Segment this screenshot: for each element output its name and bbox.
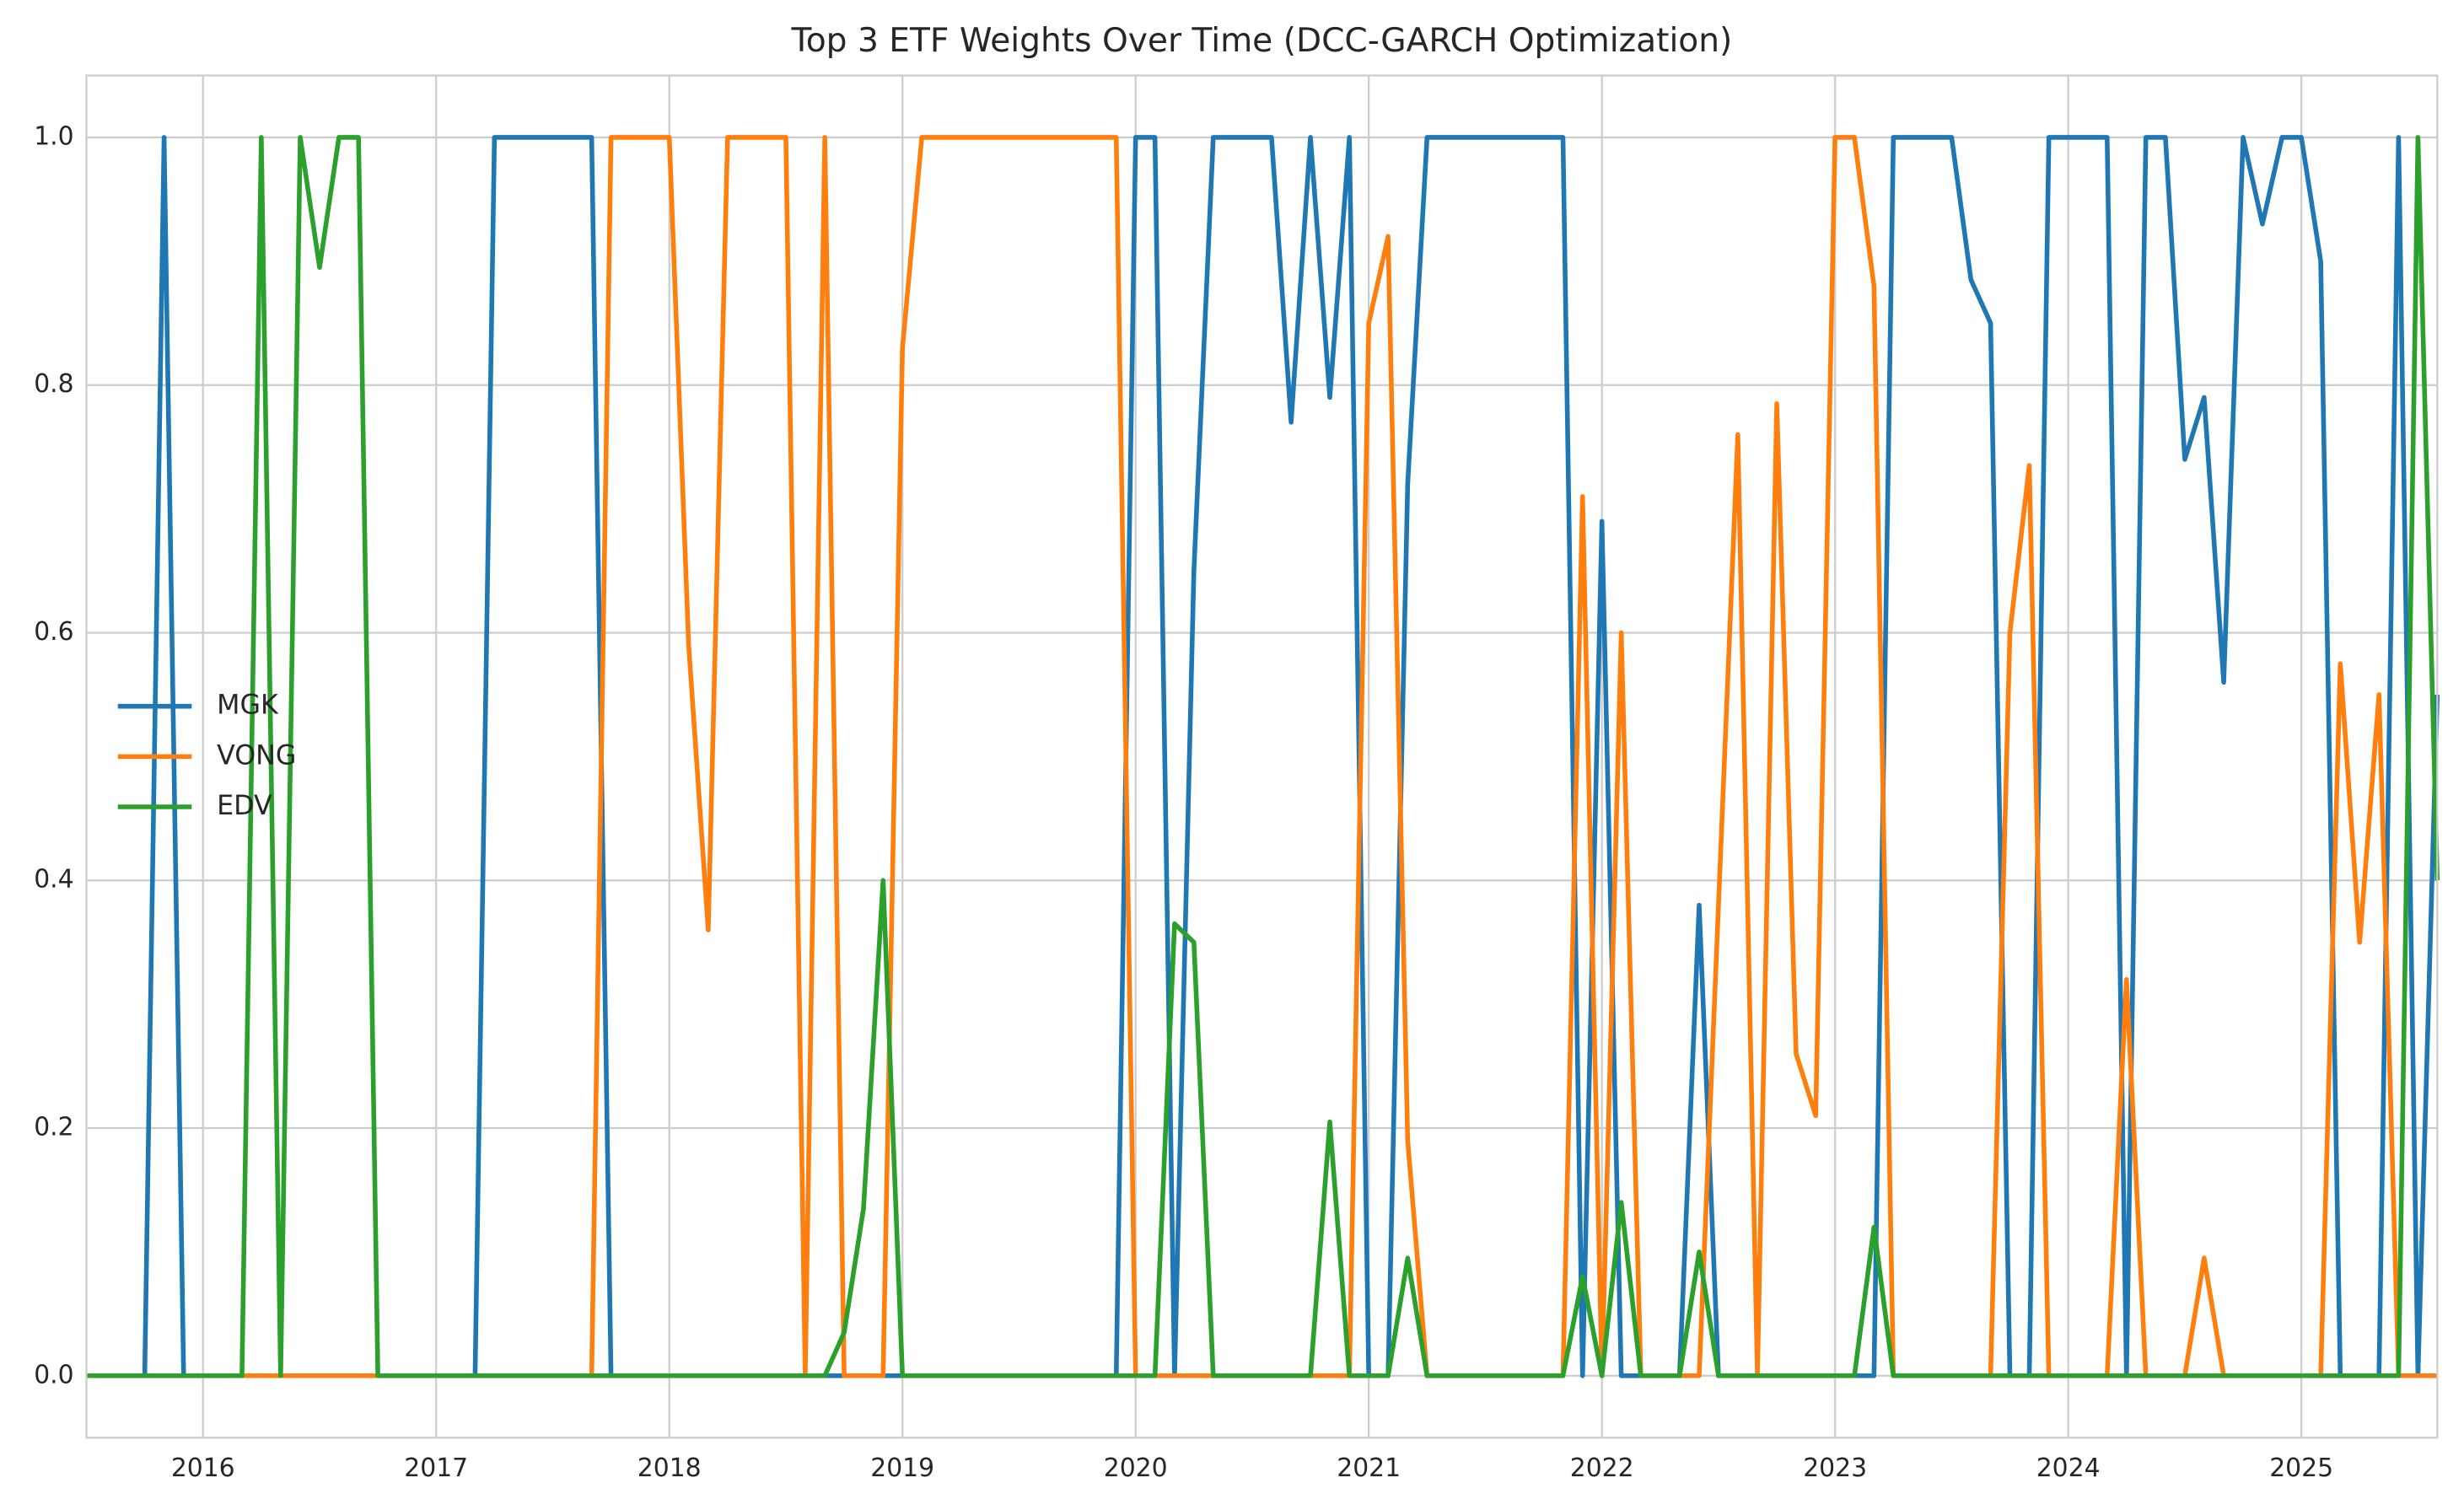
x-tick-label: 2016 bbox=[171, 1454, 235, 1483]
x-tick-label: 2024 bbox=[2036, 1454, 2101, 1483]
legend-label: EDV bbox=[217, 791, 272, 821]
series-line bbox=[86, 135, 2440, 1378]
x-tick-label: 2023 bbox=[1803, 1454, 1867, 1483]
y-tick-label: 0.6 bbox=[34, 617, 73, 647]
plot-frame bbox=[85, 74, 2439, 1439]
x-tick-label: 2025 bbox=[2269, 1454, 2333, 1483]
plot-lines bbox=[86, 135, 2440, 1378]
x-tick-label: 2021 bbox=[1337, 1454, 1401, 1483]
y-tick-label: 0.8 bbox=[34, 369, 73, 399]
chart-title: Top 3 ETF Weights Over Time (DCC-GARCH O… bbox=[790, 22, 1732, 60]
y-tick-label: 1.0 bbox=[34, 121, 73, 151]
x-tick-label: 2017 bbox=[404, 1454, 468, 1483]
legend-label: VONG bbox=[217, 740, 296, 771]
tick-labels: 0.0 0.2 0.4 0.6 0.8 1.0 2016 2017 2018 2019 2020 20… bbox=[34, 121, 2333, 1483]
y-tick-label: 0.4 bbox=[34, 865, 73, 895]
legend: MGK VONG EDV bbox=[117, 691, 296, 821]
x-tick-label: 2019 bbox=[870, 1454, 934, 1483]
series-line bbox=[86, 135, 2440, 1378]
x-tick-label: 2018 bbox=[638, 1454, 702, 1483]
x-tick-label: 2022 bbox=[1570, 1454, 1634, 1483]
y-tick-label: 0.0 bbox=[34, 1360, 73, 1389]
grid bbox=[86, 75, 2438, 1438]
x-tick-label: 2020 bbox=[1104, 1454, 1168, 1483]
legend-label: MGK bbox=[217, 691, 279, 721]
y-tick-label: 0.2 bbox=[34, 1113, 73, 1142]
